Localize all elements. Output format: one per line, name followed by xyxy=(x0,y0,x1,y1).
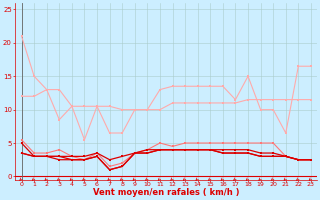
X-axis label: Vent moyen/en rafales ( km/h ): Vent moyen/en rafales ( km/h ) xyxy=(93,188,239,197)
